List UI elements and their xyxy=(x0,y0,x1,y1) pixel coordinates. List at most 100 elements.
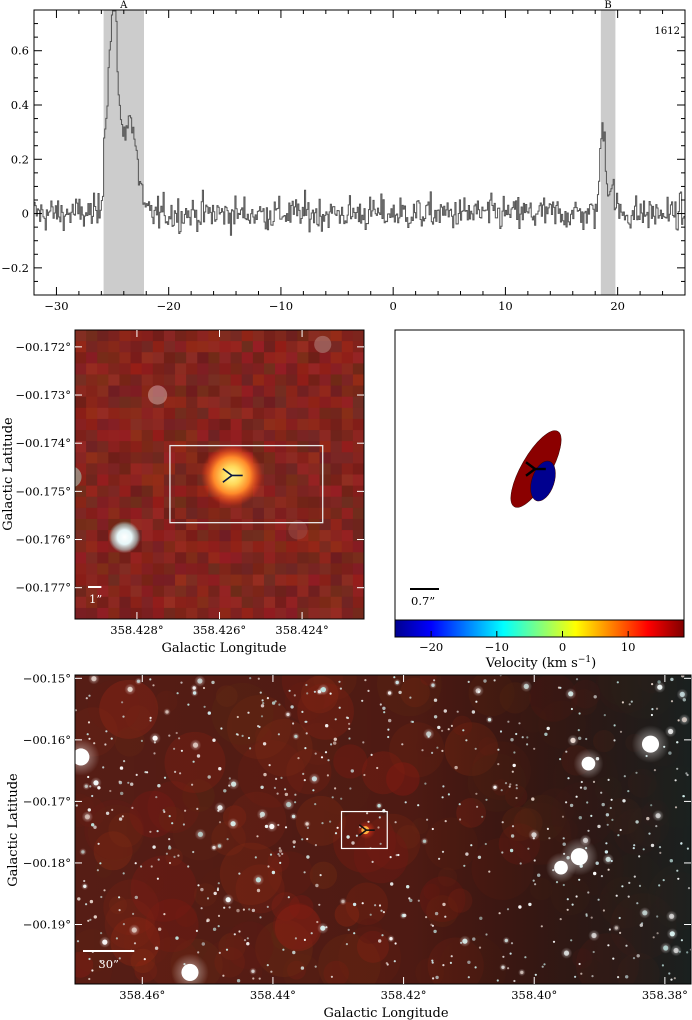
zoom-pixel xyxy=(175,363,187,376)
zoom-pixel xyxy=(275,574,287,587)
zoom-pixel xyxy=(230,596,243,609)
field-star xyxy=(657,680,661,684)
field-star xyxy=(498,912,501,915)
zoom-pixel xyxy=(108,585,121,598)
field-star xyxy=(292,840,296,844)
zoom-pixel xyxy=(208,341,221,353)
zoom-pixel xyxy=(230,530,243,542)
field-star xyxy=(110,737,113,740)
field-star xyxy=(509,848,514,853)
zoom-pixel xyxy=(297,507,310,520)
zoom-pixel xyxy=(208,607,221,619)
field-star xyxy=(431,961,434,964)
field-star xyxy=(655,707,659,710)
wide-x-tick-label: 358.44° xyxy=(250,988,296,1002)
zoom-pixel xyxy=(241,352,254,364)
field-star xyxy=(668,751,672,755)
field-star xyxy=(680,842,683,845)
zoom-pixel xyxy=(230,363,243,376)
field-star xyxy=(96,869,99,872)
zoom-image-panel: 358.428° 358.426° 358.424° −00.172° −00.173°… xyxy=(1,329,365,656)
zoom-pixel xyxy=(86,341,98,353)
zoom-pixel xyxy=(330,374,343,387)
zoom-pixel xyxy=(163,407,176,420)
zoom-pixel xyxy=(97,330,109,342)
field-star xyxy=(625,944,628,947)
field-star xyxy=(225,897,231,903)
zoom-pixel xyxy=(263,463,276,476)
zoom-pixel xyxy=(330,474,343,487)
field-star xyxy=(587,891,590,894)
zoom-pixel xyxy=(75,507,87,520)
zoom-pixel xyxy=(241,441,254,453)
zoom-pixel xyxy=(75,463,87,476)
zoom-pixel xyxy=(241,407,254,420)
zoom-pixel xyxy=(197,452,209,464)
field-star xyxy=(570,737,576,744)
field-star xyxy=(176,692,179,695)
field-star xyxy=(559,918,562,921)
zoom-pixel xyxy=(141,418,154,431)
zoom-pixel xyxy=(286,441,298,453)
zoom-pixel xyxy=(219,585,232,598)
zoom-pixel xyxy=(152,518,165,531)
field-star xyxy=(122,715,125,718)
spectrum-x-tick-label: 20 xyxy=(610,299,625,313)
zoom-pixel xyxy=(319,585,332,598)
field-star xyxy=(512,763,516,768)
zoom-pixel xyxy=(86,352,98,364)
field-star xyxy=(410,720,413,723)
zoom-pixel xyxy=(341,463,354,476)
field-star xyxy=(477,855,482,859)
spectrum-frame xyxy=(33,9,686,296)
zoom-pixel xyxy=(263,541,276,553)
zoom-pixel xyxy=(319,352,332,364)
velocity-colorbar-label: Velocity (km s−1) xyxy=(485,655,596,671)
field-star xyxy=(569,803,574,808)
zoom-pixel xyxy=(352,541,364,553)
zoom-pixel xyxy=(352,596,364,609)
field-star xyxy=(324,751,328,754)
zoom-pixel xyxy=(119,441,132,453)
spectrum-x-tick-label: 10 xyxy=(498,299,513,313)
field-star xyxy=(617,976,620,979)
zoom-pixel xyxy=(263,430,276,442)
zoom-pixel xyxy=(219,352,232,364)
zoom-pixel xyxy=(152,585,165,598)
field-star xyxy=(303,871,306,874)
velocity-colorbar xyxy=(394,619,685,638)
field-star xyxy=(441,850,445,853)
field-star xyxy=(496,979,499,982)
zoom-pixel xyxy=(97,563,109,576)
zoom-pixel xyxy=(186,407,198,420)
zoom-pixel xyxy=(208,574,221,587)
field-star xyxy=(394,821,397,824)
wide-y-tick-label: −00.18° xyxy=(23,856,71,870)
field-star xyxy=(421,749,424,752)
field-star xyxy=(678,950,681,953)
field-star xyxy=(484,842,487,846)
zoom-pixel xyxy=(308,607,321,619)
bright-star xyxy=(554,860,568,875)
field-star xyxy=(179,772,182,775)
field-star xyxy=(200,907,203,910)
field-star xyxy=(382,809,386,812)
field-star xyxy=(88,737,91,740)
field-star xyxy=(474,966,477,969)
field-star xyxy=(286,712,290,717)
zoom-pixel xyxy=(275,374,287,387)
field-star xyxy=(521,736,524,739)
field-star xyxy=(668,972,671,975)
zoom-pixel xyxy=(252,541,265,553)
field-star xyxy=(131,927,137,933)
field-star xyxy=(676,869,679,872)
zoom-pixel xyxy=(97,441,109,453)
zoom-pixel xyxy=(152,552,165,565)
field-star xyxy=(140,739,143,743)
zoom-pixel xyxy=(352,474,364,487)
zoom-pixel xyxy=(97,485,109,498)
zoom-pixel xyxy=(108,496,121,509)
field-star xyxy=(600,791,603,794)
zoom-pixel xyxy=(308,363,321,376)
field-star xyxy=(345,943,348,946)
